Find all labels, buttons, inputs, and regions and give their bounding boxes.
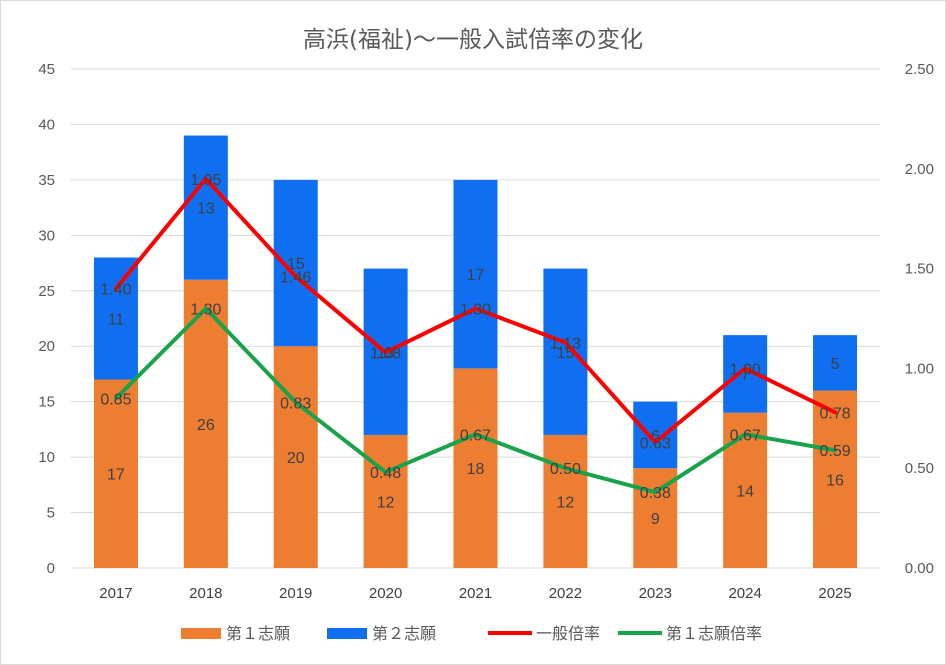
line-data-label: 0.38 xyxy=(640,485,671,502)
bar-data-label: 18 xyxy=(467,461,485,478)
bar-series xyxy=(93,135,858,568)
bar-data-label: 14 xyxy=(736,483,754,500)
right-axis-tick-label: 1.50 xyxy=(905,261,934,278)
right-axis-tick-label: 1.00 xyxy=(905,360,934,377)
line-data-label: 1.08 xyxy=(370,345,401,362)
bar-segment-1 xyxy=(453,368,498,568)
legend-swatch xyxy=(327,628,367,639)
bar-data-label: 7 xyxy=(741,367,750,384)
x-axis-tick-label: 2024 xyxy=(728,585,761,602)
line-data-label: 0.67 xyxy=(460,427,491,444)
legend-label: 第１志願倍率 xyxy=(666,624,762,643)
line-series xyxy=(113,176,838,495)
left-axis-tick-label: 5 xyxy=(47,505,55,522)
line-data-label: 0.78 xyxy=(819,405,850,422)
legend: 第１志願 第２志願 一般倍率 第１志願倍率 xyxy=(181,624,762,643)
left-axis-tick-label: 20 xyxy=(38,338,55,355)
bar-segment-1 xyxy=(813,390,858,568)
line-data-label: 0.63 xyxy=(640,435,671,452)
left-axis-tick-label: 10 xyxy=(38,449,55,466)
right-axis-tick-label: 0.00 xyxy=(905,560,934,577)
line-labels: 1.40 1.95 1.46 1.08 1.30 1.13 0.63 1.00 0.78 0.85… xyxy=(100,172,850,502)
legend-label: 第１志願 xyxy=(226,624,290,643)
bar-data-label: 9 xyxy=(651,511,660,528)
bar-segment-2 xyxy=(543,268,588,435)
bar-segment-2 xyxy=(633,401,678,469)
bar-data-label: 5 xyxy=(831,356,840,373)
x-axis-tick-label: 2018 xyxy=(189,585,222,602)
line-data-label: 1.13 xyxy=(550,335,581,352)
line-data-label: 1.46 xyxy=(280,270,311,287)
line-series-2 xyxy=(113,306,838,495)
legend-label: 一般倍率 xyxy=(536,624,600,643)
bar-segment-1 xyxy=(183,279,228,568)
left-axis-tick-label: 35 xyxy=(38,172,55,189)
bar-data-label: 6 xyxy=(651,428,660,445)
right-axis-tick-label: 0.50 xyxy=(905,460,934,477)
line-data-label: 0.83 xyxy=(280,395,311,412)
bar-segment-2 xyxy=(453,179,498,369)
right-axis-tick-label: 2.50 xyxy=(905,61,934,78)
left-axis-tick-label: 40 xyxy=(38,116,55,133)
bar-data-label: 12 xyxy=(556,494,574,511)
x-axis-tick-label: 2022 xyxy=(549,585,582,602)
left-axis-tick-label: 25 xyxy=(38,283,55,300)
bar-segment-1 xyxy=(273,346,318,568)
left-axis-tick-label: 45 xyxy=(38,61,55,78)
line-data-label: 0.48 xyxy=(370,465,401,482)
x-axis-tick-label: 2020 xyxy=(369,585,402,602)
x-axis-tick-label: 2021 xyxy=(459,585,492,602)
bar-data-label: 17 xyxy=(107,467,125,484)
legend-label: 第２志願 xyxy=(372,624,436,643)
bar-data-label: 20 xyxy=(287,450,305,467)
line-data-label: 1.00 xyxy=(730,361,761,378)
x-axis: 2017 2018 2019 2020 2021 2022 2023 2024 2025 xyxy=(99,585,851,602)
bar-segment-2 xyxy=(183,135,228,280)
line-data-label: 1.95 xyxy=(190,172,221,189)
line-data-label: 0.50 xyxy=(550,461,581,478)
bar-data-label: 16 xyxy=(826,472,844,489)
line-data-label: 0.67 xyxy=(730,427,761,444)
right-axis-tick-label: 2.00 xyxy=(905,161,934,178)
line-data-label: 1.30 xyxy=(190,302,221,319)
bar-data-label: 15 xyxy=(287,256,305,273)
x-axis-tick-label: 2023 xyxy=(639,585,672,602)
x-axis-tick-label: 2017 xyxy=(99,585,132,602)
left-axis-tick-label: 15 xyxy=(38,394,55,411)
bar-data-label: 13 xyxy=(197,201,215,218)
line-data-label: 1.30 xyxy=(460,302,491,319)
bar-data-label: 12 xyxy=(377,494,395,511)
chart-title: 高浜(福祉)〜一般入試倍率の変化 xyxy=(303,27,643,53)
bar-segment-1 xyxy=(93,379,138,568)
x-axis-tick-label: 2019 xyxy=(279,585,312,602)
bar-data-label: 11 xyxy=(108,312,125,329)
left-axis-tick-label: 30 xyxy=(38,227,55,244)
right-axis: 0.00 0.50 1.00 1.50 2.00 2.50 xyxy=(905,61,934,577)
bar-segment-1 xyxy=(543,434,588,568)
bar-data-label: 17 xyxy=(467,267,485,284)
line-data-label: 1.40 xyxy=(100,282,131,299)
line-data-label: 0.59 xyxy=(819,443,850,460)
line-series-1 xyxy=(113,176,838,445)
bar-segment-1 xyxy=(363,434,408,568)
bar-data-label: 26 xyxy=(197,417,215,434)
bar-segment-2 xyxy=(93,257,138,380)
x-axis-tick-label: 2025 xyxy=(818,585,851,602)
legend-swatch xyxy=(181,628,221,639)
left-axis-tick-label: 0 xyxy=(47,560,55,577)
line-data-label: 0.85 xyxy=(100,391,131,408)
left-axis: 0 5 10 15 20 25 30 35 40 45 xyxy=(38,61,55,577)
bar-segment-2 xyxy=(813,335,858,391)
